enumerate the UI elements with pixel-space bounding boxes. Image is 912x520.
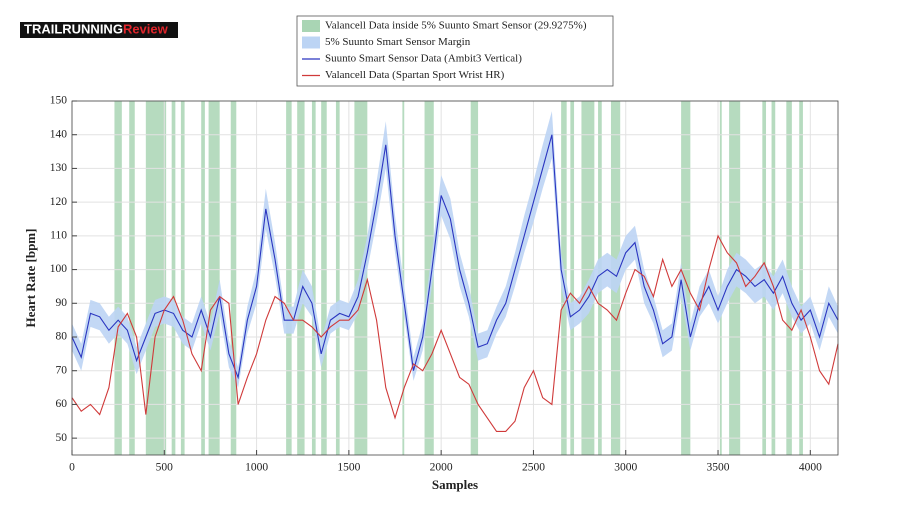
y-tick-label: 50 (56, 432, 68, 444)
band (786, 101, 792, 455)
legend-swatch (302, 20, 320, 32)
band (799, 101, 803, 455)
line (71, 234, 839, 432)
y-tick-label: 90 (56, 297, 68, 309)
band (681, 101, 691, 455)
band (171, 101, 176, 455)
band (321, 101, 327, 455)
y-tick-label: 70 (56, 364, 68, 376)
y-tick-label: 150 (50, 95, 68, 107)
y-tick-label: 60 (56, 398, 68, 410)
band (129, 101, 135, 455)
band (335, 101, 340, 455)
band (570, 101, 575, 455)
x-tick-label: 2500 (522, 462, 545, 474)
y-tick-label: 100 (50, 263, 68, 275)
band (286, 101, 292, 455)
legend-label: Valancell Data inside 5% Suunto Smart Se… (325, 20, 587, 32)
x-tick-label: 3000 (614, 462, 637, 474)
axes-frame (71, 100, 839, 456)
x-tick-label: 500 (156, 462, 174, 474)
y-tick-label: 110 (50, 229, 67, 241)
x-tick-label: 3500 (707, 462, 730, 474)
x-tick-label: 4000 (799, 462, 822, 474)
x-tick-label: 2000 (430, 462, 453, 474)
x-tick-label: 0 (69, 462, 75, 474)
legend-label: Valancell Data (Spartan Sport Wrist HR) (325, 69, 505, 81)
band (180, 101, 185, 455)
logo-box (20, 22, 178, 38)
line (71, 134, 839, 380)
y-axis-label: Heart Rate [bpm] (23, 229, 38, 328)
x-axis-label: Samples (432, 477, 478, 492)
y-tick-label: 80 (56, 331, 68, 343)
band (145, 101, 167, 455)
margin-area (72, 111, 838, 388)
legend-swatch (302, 36, 320, 49)
band (402, 101, 405, 455)
logo: TRAILRUNNINGReview (24, 22, 169, 37)
x-tick-label: 1500 (337, 462, 360, 474)
band (581, 101, 595, 455)
band (719, 101, 722, 455)
band (311, 101, 316, 455)
x-tick-label: 1000 (245, 462, 268, 474)
logo-part: TRAILRUNNING (24, 22, 123, 37)
y-tick-label: 140 (50, 128, 68, 140)
legend-box (296, 15, 614, 87)
legend-label: Suunto Smart Sensor Data (Ambit3 Vertica… (325, 53, 522, 65)
logo-part: Review (123, 22, 169, 37)
band (470, 101, 479, 455)
band (114, 101, 122, 455)
legend-label: 5% Suunto Smart Sensor Margin (325, 36, 471, 48)
band (201, 101, 205, 455)
y-tick-label: 120 (50, 196, 68, 208)
band (230, 101, 237, 455)
band (208, 101, 220, 455)
y-tick-label: 130 (50, 162, 68, 174)
